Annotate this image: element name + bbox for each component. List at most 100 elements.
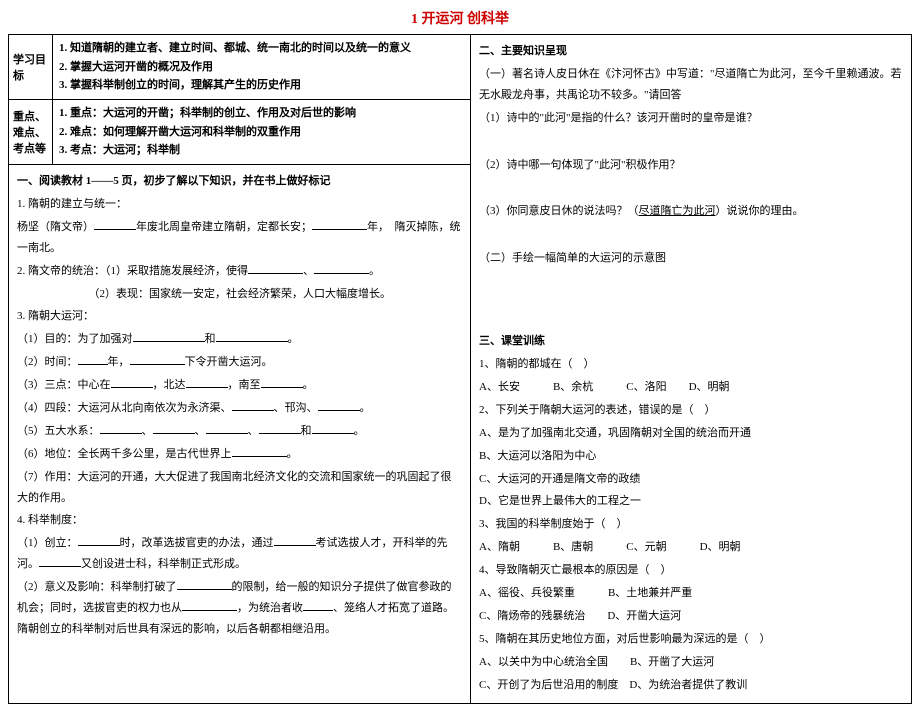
poem-q3: （3）你同意皮日休的说法吗？（尽道隋亡为此河）说说你的理由。 [479,201,903,222]
text: 。 [354,425,365,437]
text: 时，改革选拔官吏的办法，通过 [120,537,274,549]
mc-q1: 1、隋朝的都城在（ ） [479,354,903,375]
text: 杨坚（隋文帝） [17,221,94,233]
text: ，南至 [228,379,261,391]
blank[interactable] [177,578,232,590]
blank[interactable] [100,422,142,434]
text: （3）三点：中心在 [17,379,111,391]
keypoints-row: 重点、难点、考点等 1. 重点：大运河的开凿；科举制的创立、作用及对后世的影响 … [9,100,470,165]
blank[interactable] [133,330,205,342]
keypoint-item: 1. 重点：大运河的开凿；科举制的创立、作用及对后世的影响 [59,104,464,123]
blank[interactable] [274,534,316,546]
blank[interactable] [182,599,237,611]
underlined-quote: 尽道隋亡为此河 [639,205,716,217]
mc-q1-opts: A、长安 B、余杭 C、洛阳 D、明朝 [479,377,903,398]
item-3-6: （6）地位：全长两千多公里，是古代世界上 。 [17,444,462,465]
poem-q2: （2）诗中哪一句体现了"此河"积极作用？ [479,155,903,176]
goals-row: 学习目标 1. 知道隋朝的建立者、建立时间、都城、统一南北的时间以及统一的意义 … [9,35,470,100]
mc-q3-opts: A、隋朝 B、唐朝 C、元朝 D、明朝 [479,537,903,558]
mc-q5-a: A、以关中为中心统治全国 B、开凿了大运河 [479,652,903,673]
poem-q1: （1）诗中的"此河"是指的什么？该河开凿时的皇帝是谁？ [479,108,903,129]
text: （2）时间： [17,356,78,368]
blank[interactable] [78,534,120,546]
text: 2. 隋文帝的统治：（1）采取措施发展经济，使得 [17,265,248,277]
item-3-4: （4）四段：大运河从北向南依次为永济渠、、邗沟、。 [17,398,462,419]
item-4-1: （1）创立：时，改革选拔官吏的办法，通过考试选拔人才，开科举的先河。又创设进士科… [17,533,462,575]
blank[interactable] [261,376,303,388]
item-2b: （2）表现：国家统一安定，社会经济繁荣，人口大幅度增长。 [17,284,462,305]
item-3-3: （3）三点：中心在 ，北达 ，南至 。 [17,375,462,396]
text: 年， [108,356,130,368]
blank[interactable] [94,218,136,230]
text: ，北达 [153,379,186,391]
keypoints-content: 1. 重点：大运河的开凿；科举制的创立、作用及对后世的影响 2. 难点：如何理解… [53,100,470,164]
mc-q2-b: B、大运河以洛阳为中心 [479,446,903,467]
text: 、 [195,425,206,437]
text: （2）意义及影响：科举制打破了 [17,581,177,593]
blank[interactable] [111,376,153,388]
text: （2）表现：国家统一安定，社会经济繁荣，人口大幅度增长。 [94,288,391,300]
poem-intro: （一）著名诗人皮日休在《汴河怀古》中写道："尽道隋亡为此河，至今千里赖通波。若无… [479,64,903,106]
blank[interactable] [153,422,195,434]
text: （6）地位：全长两千多公里，是古代世界上 [17,448,232,460]
text: 、 [303,265,314,277]
text: 又创设进士科，科举制正式形成。 [81,558,246,570]
item-1: 1. 隋朝的建立与统一： [17,194,462,215]
text: 。 [369,265,380,277]
text: 。 [288,333,299,345]
blank[interactable] [303,599,333,611]
text: （3）你同意皮日休的说法吗？（ [479,205,639,217]
text: 。 [360,402,371,414]
mc-q4-a: A、徭役、兵役繁重 B、土地兼并严重 [479,583,903,604]
blank[interactable] [312,422,354,434]
page-title: 1 开运河 创科举 [8,8,912,28]
mc-q2-d: D、它是世界上最伟大的工程之一 [479,491,903,512]
goals-content: 1. 知道隋朝的建立者、建立时间、都城、统一南北的时间以及统一的意义 2. 掌握… [53,35,470,99]
blank[interactable] [216,330,288,342]
blank[interactable] [259,422,301,434]
mc-q5-b: C、开创了为后世沿用的制度 D、为统治者提供了教训 [479,675,903,696]
item-2a: 2. 隋文帝的统治：（1）采取措施发展经济，使得 、 。 [17,261,462,282]
keypoint-item: 2. 难点：如何理解开凿大运河和科举制的双重作用 [59,123,464,142]
text: 年废北周皇帝建立隋朝，定都长安； [136,221,312,233]
mc-q2-a: A、是为了加强南北交通，巩固隋朝对全国的统治而开通 [479,423,903,444]
blank[interactable] [186,376,228,388]
text: 。 [303,379,314,391]
blank[interactable] [130,353,185,365]
text: 、 [142,425,153,437]
text: 。 [287,448,298,460]
item-4: 4. 科举制度： [17,510,462,531]
blank[interactable] [312,218,367,230]
blank[interactable] [314,262,369,274]
item-1-detail: 杨坚（隋文帝）年废北周皇帝建立隋朝，定都长安；年， 隋灭掉陈，统一南北。 [17,217,462,259]
item-3: 3. 隋朝大运河： [17,306,462,327]
blank[interactable] [232,399,274,411]
blank[interactable] [78,353,108,365]
text: （1）创立： [17,537,78,549]
right-column: 二、主要知识呈现 （一）著名诗人皮日休在《汴河怀古》中写道："尽道隋亡为此河，至… [471,35,911,703]
goal-item: 1. 知道隋朝的建立者、建立时间、都城、统一南北的时间以及统一的意义 [59,39,464,58]
text: ，为统治者收 [237,602,303,614]
mc-q4-b: C、隋炀帝的残暴统治 D、开凿大运河 [479,606,903,627]
section3-heading: 三、课堂训练 [479,331,903,352]
item-4-2: （2）意义及影响：科举制打破了的限制，给一般的知识分子提供了做官参政的机会；同时… [17,577,462,640]
text: （5）五大水系： [17,425,100,437]
text: 、邗沟、 [274,402,318,414]
mc-q2: 2、下列关于隋朝大运河的表述，错误的是（ ） [479,400,903,421]
item-3-5: （5）五大水系：、、、和。 [17,421,462,442]
text: 下令开凿大运河。 [185,356,273,368]
mc-q3: 3、我国的科举制度始于（ ） [479,514,903,535]
goal-item: 3. 掌握科举制创立的时间，理解其产生的历史作用 [59,76,464,95]
blank[interactable] [248,262,303,274]
blank[interactable] [318,399,360,411]
goals-label: 学习目标 [9,35,53,99]
blank[interactable] [39,555,81,567]
text: ）说说你的理由。 [716,205,804,217]
item-3-7: （7）作用：大运河的开通，大大促进了我国南北经济文化的交流和国家统一的巩固起了很… [17,467,462,509]
blank[interactable] [206,422,248,434]
keypoints-label: 重点、难点、考点等 [9,100,53,164]
goal-item: 2. 掌握大运河开凿的概况及作用 [59,58,464,77]
mc-q5: 5、隋朝在其历史地位方面，对后世影响最为深远的是（ ） [479,629,903,650]
blank[interactable] [232,445,287,457]
keypoint-item: 3. 考点：大运河；科举制 [59,141,464,160]
